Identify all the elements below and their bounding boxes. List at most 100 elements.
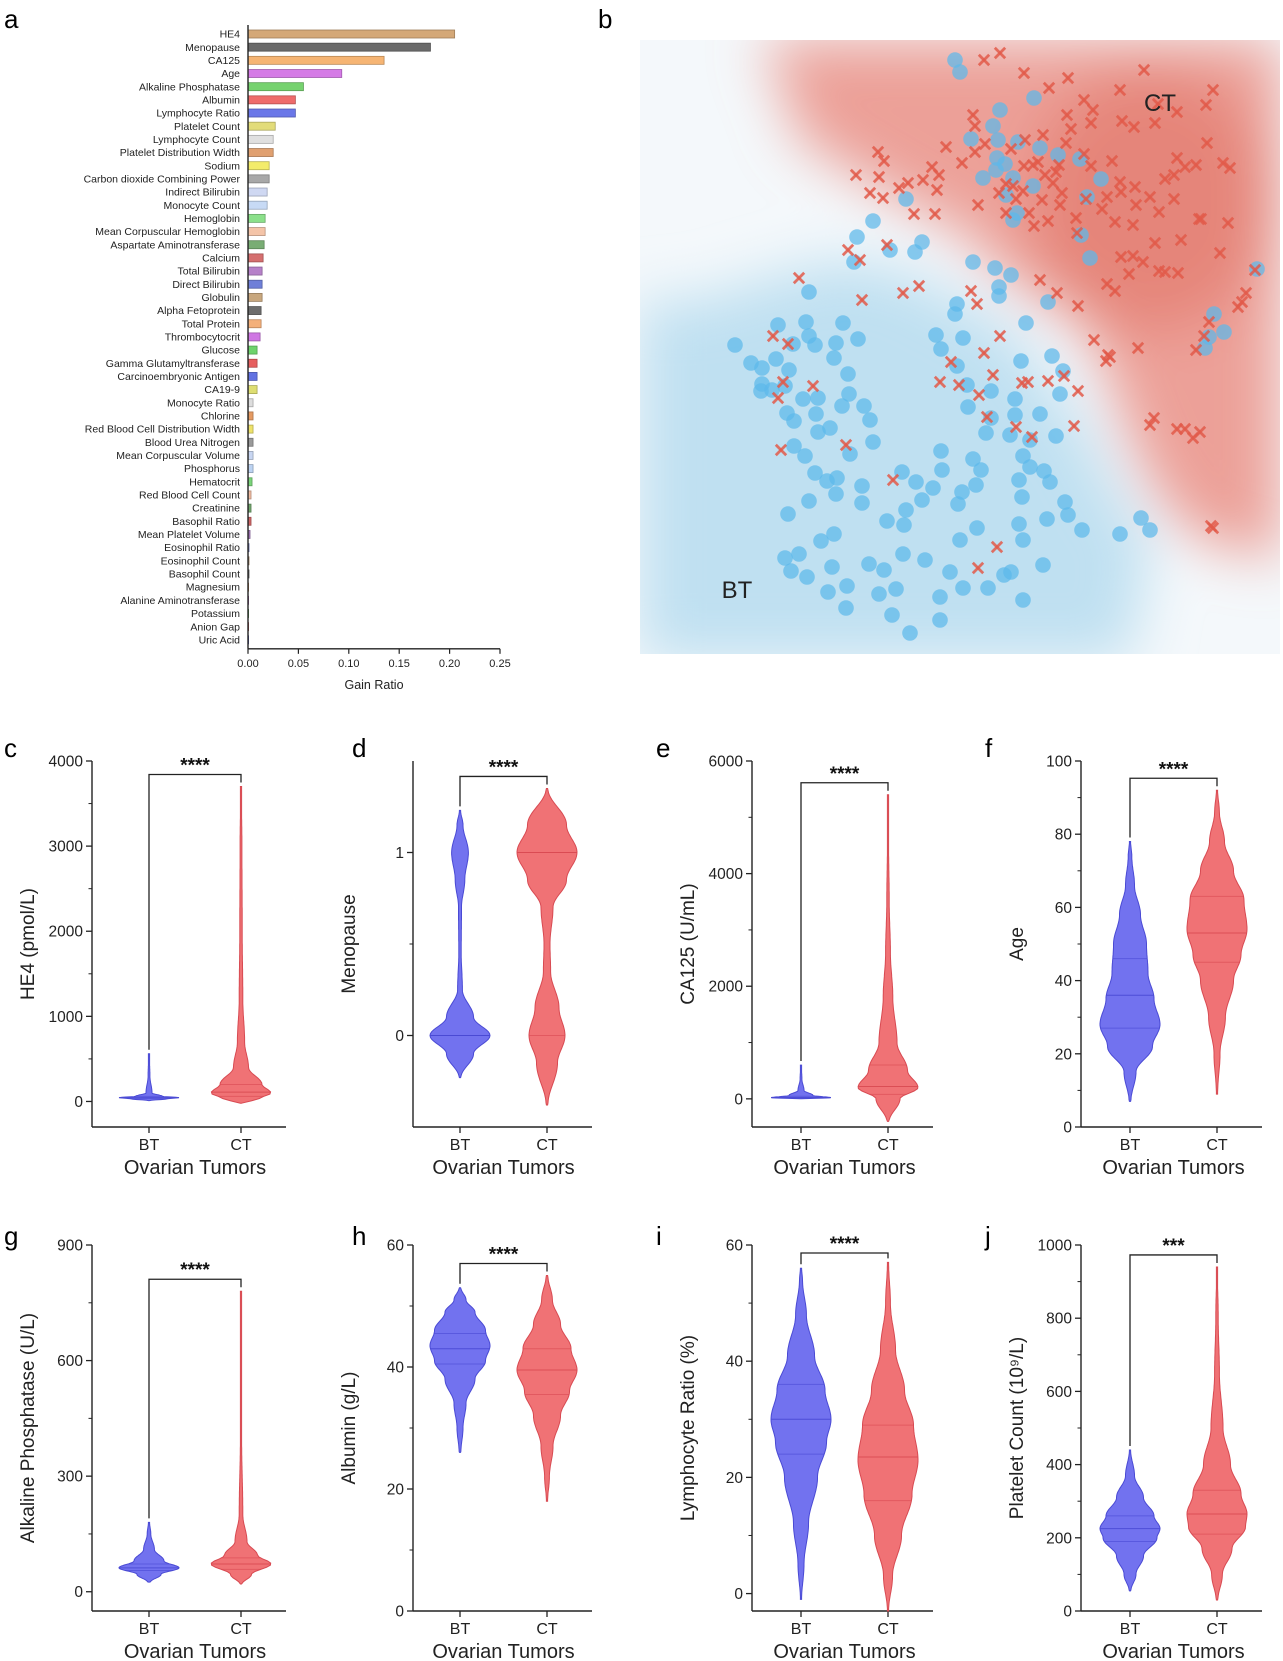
ct-point (1105, 154, 1119, 168)
ct-point (1197, 329, 1211, 343)
bt-point (928, 327, 944, 343)
bt-point (914, 492, 930, 508)
ct-point (933, 375, 947, 389)
ct-point (1036, 128, 1050, 142)
ct-point (1077, 93, 1091, 107)
bt-region-label: BT (722, 577, 753, 604)
bar-category-label: Menopause (185, 42, 240, 54)
bt-point (849, 229, 865, 245)
ct-point (886, 473, 900, 487)
bt-point (990, 132, 1006, 148)
ct-point (1079, 192, 1093, 206)
bt-point (807, 337, 823, 353)
scatter-points: CT BT (722, 46, 1265, 641)
gain-ratio-bar (247, 451, 254, 460)
bt-point (797, 448, 813, 464)
bt-point (949, 296, 965, 312)
x-tick-label: CT (230, 1137, 252, 1154)
ct-point (1213, 246, 1227, 260)
bt-point (826, 526, 842, 542)
ct-point (968, 145, 982, 159)
bt-point (975, 170, 991, 186)
gain-ratio-bar (247, 385, 258, 394)
x-tick-label: CT (536, 1137, 558, 1154)
decision-boundary-background (640, 40, 1280, 654)
x-axis-title: Ovarian Tumors (1102, 1157, 1244, 1179)
bt-point (902, 625, 918, 641)
ct-point (892, 181, 906, 195)
violin-ct (857, 1261, 919, 1612)
bt-point (978, 425, 994, 441)
bt-point (826, 350, 842, 366)
ct-point (1018, 133, 1032, 147)
bt-point (963, 131, 979, 147)
bt-point (955, 330, 971, 346)
bt-point (898, 502, 914, 518)
x-axis-title: Ovarian Tumors (773, 1157, 915, 1179)
bar-category-label: Platelet Distribution Width (120, 147, 240, 159)
bar-category-label: Red Blood Cell Distribution Width (85, 424, 240, 436)
ct-point (932, 168, 946, 182)
bt-point (820, 584, 836, 600)
ct-point (986, 368, 1000, 382)
x-tick-label: 0.15 (388, 658, 409, 670)
ct-point (1009, 420, 1023, 434)
bt-point (1009, 205, 1025, 221)
bt-point (841, 386, 857, 402)
bt-point (1011, 472, 1027, 488)
ct-point (907, 207, 921, 221)
bt-point (1052, 386, 1068, 402)
bar-category-label: Hematocrit (189, 476, 240, 488)
ct-point (1035, 193, 1049, 207)
ct-point (916, 173, 930, 187)
gain-ratio-bar (247, 121, 276, 131)
y-tick-label: 20 (1055, 1046, 1073, 1063)
y-tick-label: 1 (395, 845, 404, 862)
bar-category-label: Alanine Aminotransferase (120, 595, 240, 607)
bt-point (1003, 267, 1019, 283)
ct-point (1148, 116, 1162, 130)
ct-point (992, 186, 1006, 200)
ct-point (1052, 158, 1066, 172)
bt-point (1015, 448, 1031, 464)
ct-point (980, 410, 994, 424)
ct-point (971, 561, 985, 575)
bt-point (1032, 140, 1048, 156)
panel-letter-g: g (4, 1221, 18, 1251)
ct-point (776, 375, 790, 389)
x-axis-title: Ovarian Tumors (432, 1157, 574, 1179)
ct-point (774, 443, 788, 457)
significance-stars: **** (180, 1260, 210, 1281)
bar-category-label: Basophil Ratio (172, 516, 240, 528)
ct-point (1131, 341, 1145, 355)
bt-point (1026, 90, 1042, 106)
bt-point (965, 254, 981, 270)
y-axis-title: CA125 (U/mL) (678, 883, 699, 1004)
bar-category-label: HE4 (220, 29, 241, 41)
ct-point (1206, 83, 1220, 97)
y-tick-label: 0 (734, 1586, 743, 1603)
ct-point (1129, 198, 1143, 212)
y-tick-label: 60 (726, 1238, 744, 1255)
violin-ct (210, 1290, 272, 1585)
gain-ratio-bar (247, 240, 265, 250)
bar-category-label: Blood Urea Nitrogen (145, 437, 240, 449)
ct-point (1148, 236, 1162, 250)
x-axis-title: Ovarian Tumors (124, 1157, 266, 1179)
bt-point (854, 495, 870, 511)
ct-point (1143, 190, 1157, 204)
gain-ratio-bar (247, 345, 258, 355)
bar-category-label: Lymphocyte Ratio (156, 108, 240, 120)
violin-panel-g: 0 300 600 900 Alkaline Phosphatase (U/L) BT CT… (18, 1238, 286, 1661)
significance-bracket (800, 782, 889, 1062)
ct-point (970, 297, 984, 311)
gain-ratio-bar (247, 332, 261, 342)
ct-point (1050, 286, 1064, 300)
y-tick-label: 40 (726, 1354, 744, 1371)
y-tick-label: 800 (1046, 1311, 1072, 1328)
bt-point (898, 191, 914, 207)
x-tick-label: BT (139, 1621, 160, 1638)
bt-point (1002, 427, 1018, 443)
ct-point (1031, 155, 1045, 169)
panel-letter-c: c (4, 733, 17, 763)
